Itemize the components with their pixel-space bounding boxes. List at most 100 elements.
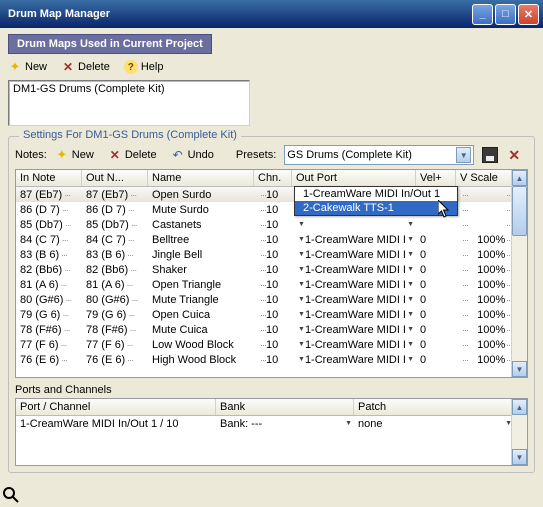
chn-cell[interactable]: ···10 xyxy=(254,294,292,306)
table-row[interactable]: 85 (Db7)···85 (Db7)···Castanets···10▼ ▼·… xyxy=(16,217,527,232)
name-cell[interactable]: Mute Triangle xyxy=(148,294,254,306)
vscale-cell[interactable]: ··· ··· xyxy=(456,189,514,201)
vel-cell[interactable]: 0 xyxy=(416,279,456,291)
outport-cell[interactable]: ▼ 1-CreamWare MIDI I▼ xyxy=(292,309,416,321)
outnote-cell[interactable]: 78 (F#6)··· xyxy=(82,324,148,336)
innote-cell[interactable]: 77 (F 6)··· xyxy=(16,339,82,351)
chn-cell[interactable]: ···10 xyxy=(254,189,292,201)
table-row[interactable]: 84 (C 7)···84 (C 7)···Belltree···10▼ 1-C… xyxy=(16,232,527,247)
vscale-cell[interactable]: ··· 100%··· xyxy=(456,324,514,336)
name-cell[interactable]: Mute Surdo xyxy=(148,204,254,216)
vscale-cell[interactable]: ··· 100%··· xyxy=(456,294,514,306)
vscale-cell[interactable]: ··· ··· xyxy=(456,219,514,231)
chn-cell[interactable]: ···10 xyxy=(254,249,292,261)
outport-cell[interactable]: ▼ 1-CreamWare MIDI I▼ xyxy=(292,279,416,291)
vel-cell[interactable]: 0 xyxy=(416,354,456,366)
outnote-cell[interactable]: 82 (Bb6)··· xyxy=(82,264,148,276)
minimize-button[interactable]: _ xyxy=(472,4,493,25)
new-button[interactable]: ✦ New xyxy=(8,60,47,74)
col-bank[interactable]: Bank xyxy=(216,399,354,415)
innote-cell[interactable]: 87 (Eb7)··· xyxy=(16,189,82,201)
chn-cell[interactable]: ···10 xyxy=(254,324,292,336)
name-cell[interactable]: High Wood Block xyxy=(148,354,254,366)
drum-maps-listbox[interactable]: DM1-GS Drums (Complete Kit) xyxy=(8,80,250,126)
notes-delete-button[interactable]: ✕ Delete xyxy=(108,148,157,162)
col-outport[interactable]: Out Port xyxy=(292,170,416,186)
innote-cell[interactable]: 78 (F#6)··· xyxy=(16,324,82,336)
scroll-thumb[interactable] xyxy=(512,186,527,236)
vel-cell[interactable]: 0 xyxy=(416,309,456,321)
outnote-cell[interactable]: 83 (B 6)··· xyxy=(82,249,148,261)
name-cell[interactable]: Belltree xyxy=(148,234,254,246)
chevron-down-icon[interactable]: ▼ xyxy=(456,147,471,163)
vscale-cell[interactable]: ··· 100%··· xyxy=(456,264,514,276)
chn-cell[interactable]: ···10 xyxy=(254,339,292,351)
scroll-down-button[interactable]: ▼ xyxy=(512,449,527,465)
outnote-cell[interactable]: 86 (D 7)··· xyxy=(82,204,148,216)
vscale-cell[interactable]: ··· 100%··· xyxy=(456,309,514,321)
name-cell[interactable]: Shaker xyxy=(148,264,254,276)
innote-cell[interactable]: 76 (E 6)··· xyxy=(16,354,82,366)
bank-cell[interactable]: Bank: ---▼ xyxy=(216,416,354,431)
presets-combobox[interactable]: GS Drums (Complete Kit) ▼ xyxy=(284,145,474,165)
col-chn[interactable]: Chn. xyxy=(254,170,292,186)
vel-cell[interactable]: 0 xyxy=(416,264,456,276)
help-button[interactable]: ? Help xyxy=(124,60,164,74)
chn-cell[interactable]: ···10 xyxy=(254,309,292,321)
table-row[interactable]: 78 (F#6)···78 (F#6)···Mute Cuica···10▼ 1… xyxy=(16,322,527,337)
chn-cell[interactable]: ···10 xyxy=(254,204,292,216)
outport-cell[interactable]: ▼ 1-CreamWare MIDI I▼ xyxy=(292,324,416,336)
chn-cell[interactable]: ···10 xyxy=(254,234,292,246)
col-vel[interactable]: Vel+ xyxy=(416,170,456,186)
outnote-cell[interactable]: 85 (Db7)··· xyxy=(82,219,148,231)
save-icon[interactable] xyxy=(482,147,498,163)
name-cell[interactable]: Open Cuica xyxy=(148,309,254,321)
name-cell[interactable]: Open Surdo xyxy=(148,189,254,201)
scroll-up-button[interactable]: ▲ xyxy=(512,399,527,415)
outnote-cell[interactable]: 77 (F 6)··· xyxy=(82,339,148,351)
col-vscale[interactable]: V Scale xyxy=(456,170,514,186)
table-row[interactable]: 79 (G 6)···79 (G 6)···Open Cuica···10▼ 1… xyxy=(16,307,527,322)
col-port-channel[interactable]: Port / Channel xyxy=(16,399,216,415)
name-cell[interactable]: Low Wood Block xyxy=(148,339,254,351)
outport-cell[interactable]: ▼ 1-CreamWare MIDI I▼ xyxy=(292,249,416,261)
vel-cell[interactable]: 0 xyxy=(416,324,456,336)
vscale-cell[interactable]: ··· 100%··· xyxy=(456,234,514,246)
outport-cell[interactable]: ▼ 1-CreamWare MIDI I▼ xyxy=(292,339,416,351)
maximize-button[interactable]: □ xyxy=(495,4,516,25)
name-cell[interactable]: Castanets xyxy=(148,219,254,231)
outnote-cell[interactable]: 84 (C 7)··· xyxy=(82,234,148,246)
name-cell[interactable]: Open Triangle xyxy=(148,279,254,291)
outnote-cell[interactable]: 76 (E 6)··· xyxy=(82,354,148,366)
table-row[interactable]: 81 (A 6)···81 (A 6)···Open Triangle···10… xyxy=(16,277,527,292)
innote-cell[interactable]: 79 (G 6)··· xyxy=(16,309,82,321)
list-item[interactable]: DM1-GS Drums (Complete Kit) xyxy=(13,83,245,95)
dropdown-item-highlighted[interactable]: 2-Cakewalk TTS-1 xyxy=(295,201,457,215)
outport-cell[interactable]: ▼ 1-CreamWare MIDI I▼ xyxy=(292,264,416,276)
delete-preset-icon[interactable]: ✕ xyxy=(506,147,522,163)
patch-cell[interactable]: none▼ xyxy=(354,416,514,431)
vel-cell[interactable]: 0 xyxy=(416,249,456,261)
innote-cell[interactable]: 82 (Bb6)··· xyxy=(16,264,82,276)
outport-dropdown[interactable]: 1-CreamWare MIDI In/Out 1 2-Cakewalk TTS… xyxy=(294,186,458,216)
outport-cell[interactable]: ▼ 1-CreamWare MIDI I▼ xyxy=(292,354,416,366)
scroll-up-button[interactable]: ▲ xyxy=(512,170,527,186)
vscale-cell[interactable]: ··· 100%··· xyxy=(456,249,514,261)
innote-cell[interactable]: 83 (B 6)··· xyxy=(16,249,82,261)
ports-scrollbar[interactable]: ▲ ▼ xyxy=(511,399,527,465)
vel-cell[interactable]: 0 xyxy=(416,339,456,351)
outport-cell[interactable]: ▼ 1-CreamWare MIDI I▼ xyxy=(292,234,416,246)
chn-cell[interactable]: ···10 xyxy=(254,354,292,366)
scroll-down-button[interactable]: ▼ xyxy=(512,361,527,377)
col-name[interactable]: Name xyxy=(148,170,254,186)
vel-cell[interactable]: 0 xyxy=(416,294,456,306)
table-row[interactable]: 77 (F 6)···77 (F 6)···Low Wood Block···1… xyxy=(16,337,527,352)
outnote-cell[interactable]: 80 (G#6)··· xyxy=(82,294,148,306)
innote-cell[interactable]: 80 (G#6)··· xyxy=(16,294,82,306)
outnote-cell[interactable]: 81 (A 6)··· xyxy=(82,279,148,291)
dropdown-item[interactable]: 1-CreamWare MIDI In/Out 1 xyxy=(295,187,457,201)
vscale-cell[interactable]: ··· 100%··· xyxy=(456,339,514,351)
chn-cell[interactable]: ···10 xyxy=(254,219,292,231)
innote-cell[interactable]: 85 (Db7)··· xyxy=(16,219,82,231)
notes-new-button[interactable]: ✦ New xyxy=(55,148,94,162)
